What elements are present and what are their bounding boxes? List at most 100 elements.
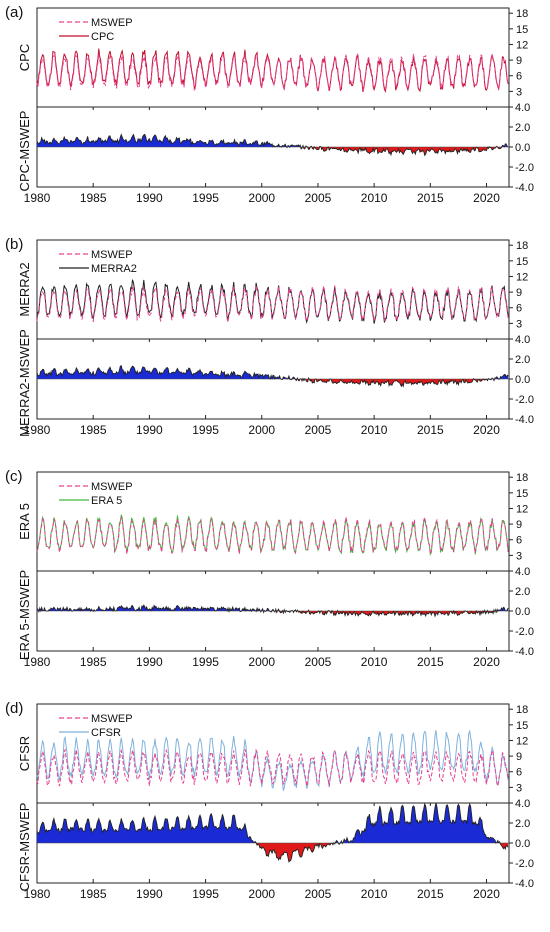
legend-label: CFSR [91,727,121,739]
xtick-label: 1990 [136,655,163,669]
panel-a: 18 15 12 9 6 3 4.0 2.0 0.0 -2.0 -4.0 1980 1985 1990 19… [5,4,534,205]
top-ytick-label: 12 [516,735,528,747]
top-ytick-label: 9 [516,287,522,299]
xtick-label: 1985 [80,191,107,205]
diff-ylabel: MERRA2-MSWEP [17,329,32,437]
top-ytick-label: 15 [516,720,528,732]
xtick-label: 2005 [305,655,332,669]
xtick-label: 1995 [192,887,219,901]
diff-ytick-label: -2.0 [515,858,534,870]
xtick-label: 1980 [24,655,51,669]
top-ytick-label: 18 [516,472,528,484]
diff-ytick-label: -4.0 [515,878,534,890]
diff-ytick-label: -2.0 [515,626,534,638]
diff-ytick-label: -4.0 [515,414,534,426]
xtick-label: 2020 [473,191,500,205]
diff-ytick-label: 0.0 [515,142,530,154]
top-ytick-label: 6 [516,71,522,83]
top-ylabel: MERRA2 [17,262,32,316]
top-ytick-label: 12 [516,39,528,51]
xtick-label: 2005 [305,887,332,901]
diff-ytick-label: 4.0 [515,334,530,346]
top-ytick-label: 6 [516,303,522,315]
xtick-label: 2010 [361,655,388,669]
diff-line [36,133,509,157]
series-line-cpc [36,48,509,93]
panel-label: (b) [5,236,23,253]
legend-label: MSWEP [91,713,133,725]
xtick-label: 1995 [192,423,219,437]
diff-ytick-label: -2.0 [515,162,534,174]
series-line-mswep [36,51,509,92]
top-ytick-label: 18 [516,8,528,20]
diff-ytick-label: 0.0 [515,838,530,850]
diff-ytick-label: 0.0 [515,374,530,386]
panel-label: (c) [5,468,23,485]
top-ytick-label: 9 [516,751,522,763]
xtick-label: 2005 [305,423,332,437]
diff-ytick-label: 4.0 [515,566,530,578]
diff-ylabel: CFSR-MSWEP [17,803,32,892]
diff-line [36,364,509,388]
series-line-mswep [36,285,509,323]
xtick-label: 1990 [136,191,163,205]
diff-positive-area [37,605,509,611]
xtick-label: 1985 [80,887,107,901]
xtick-label: 2015 [417,191,444,205]
xtick-label: 2000 [248,887,275,901]
xtick-label: 1985 [80,655,107,669]
diff-ytick-label: 4.0 [515,798,530,810]
series-line-cfsr [36,729,509,792]
legend-label: MSWEP [91,481,133,493]
xtick-label: 1990 [136,423,163,437]
xtick-label: 1985 [80,423,107,437]
diff-ytick-label: 2.0 [515,818,530,830]
top-ytick-label: 18 [516,240,528,252]
xtick-label: 2000 [248,191,275,205]
xtick-label: 1980 [24,191,51,205]
diff-ylabel: CPC-MSWEP [17,111,32,192]
top-ytick-label: 6 [516,767,522,779]
legend-label: CPC [91,31,114,43]
top-ytick-label: 12 [516,271,528,283]
xtick-label: 2000 [248,423,275,437]
xtick-label: 1995 [192,191,219,205]
top-ytick-label: 3 [516,86,522,98]
panel-d: 18 15 12 9 6 3 4.0 2.0 0.0 -2.0 -4.0 1980 1985 1990 19… [5,700,534,901]
panel-c: 18 15 12 9 6 3 4.0 2.0 0.0 -2.0 -4.0 1980 1985 1990 19… [5,468,534,669]
panel-b: 18 15 12 9 6 3 4.0 2.0 0.0 -2.0 -4.0 1980 1985 1990 19… [5,236,534,437]
series-line-mswep [36,515,509,555]
top-ylabel: ERA 5 [17,503,32,540]
diff-negative-area [37,611,509,617]
top-ytick-label: 15 [516,24,528,36]
xtick-label: 1995 [192,655,219,669]
diff-ytick-label: 0.0 [515,606,530,618]
diff-ytick-label: 2.0 [515,122,530,134]
legend-label: MSWEP [91,249,133,261]
series-line-era5 [36,514,509,556]
xtick-label: 2020 [473,887,500,901]
diff-positive-area [37,802,509,843]
diff-ytick-label: 4.0 [515,102,530,114]
top-ytick-label: 12 [516,503,528,515]
xtick-label: 1990 [136,887,163,901]
xtick-label: 2015 [417,887,444,901]
panel-label: (a) [5,4,23,21]
diff-positive-area [37,365,509,379]
xtick-label: 1980 [24,423,51,437]
diff-ytick-label: -4.0 [515,646,534,658]
xtick-label: 2015 [417,655,444,669]
top-ytick-label: 3 [516,550,522,562]
xtick-label: 1980 [24,887,51,901]
diff-ytick-label: -4.0 [515,182,534,194]
legend-label: MSWEP [91,17,133,29]
panel-label: (d) [5,700,23,717]
xtick-label: 2000 [248,655,275,669]
diff-negative-area [37,379,509,387]
top-ytick-label: 18 [516,704,528,716]
diff-ylabel: ERA 5-MSWEP [17,570,32,660]
diff-negative-area [37,843,509,862]
diff-negative-area [37,147,509,156]
top-ylabel: CPC [17,44,32,71]
